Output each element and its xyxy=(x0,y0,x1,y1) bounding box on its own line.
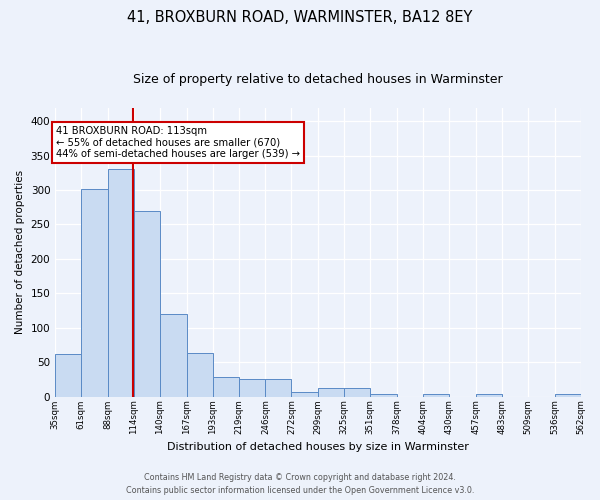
Text: Contains HM Land Registry data © Crown copyright and database right 2024.
Contai: Contains HM Land Registry data © Crown c… xyxy=(126,473,474,495)
Bar xyxy=(108,170,134,396)
Bar xyxy=(319,388,344,396)
Bar xyxy=(160,314,187,396)
Bar xyxy=(239,378,265,396)
Bar xyxy=(55,354,81,397)
Bar xyxy=(212,377,239,396)
Text: 41, BROXBURN ROAD, WARMINSTER, BA12 8EY: 41, BROXBURN ROAD, WARMINSTER, BA12 8EY xyxy=(127,10,473,25)
Bar xyxy=(265,380,292,396)
Bar xyxy=(370,394,397,396)
Bar xyxy=(423,394,449,396)
X-axis label: Distribution of detached houses by size in Warminster: Distribution of detached houses by size … xyxy=(167,442,469,452)
Bar xyxy=(292,392,319,396)
Bar xyxy=(476,394,502,396)
Bar xyxy=(554,394,581,396)
Text: 41 BROXBURN ROAD: 113sqm
← 55% of detached houses are smaller (670)
44% of semi-: 41 BROXBURN ROAD: 113sqm ← 55% of detach… xyxy=(56,126,300,160)
Y-axis label: Number of detached properties: Number of detached properties xyxy=(15,170,25,334)
Bar xyxy=(134,210,160,396)
Bar xyxy=(344,388,370,396)
Bar xyxy=(187,353,212,397)
Bar xyxy=(81,188,108,396)
Title: Size of property relative to detached houses in Warminster: Size of property relative to detached ho… xyxy=(133,72,503,86)
